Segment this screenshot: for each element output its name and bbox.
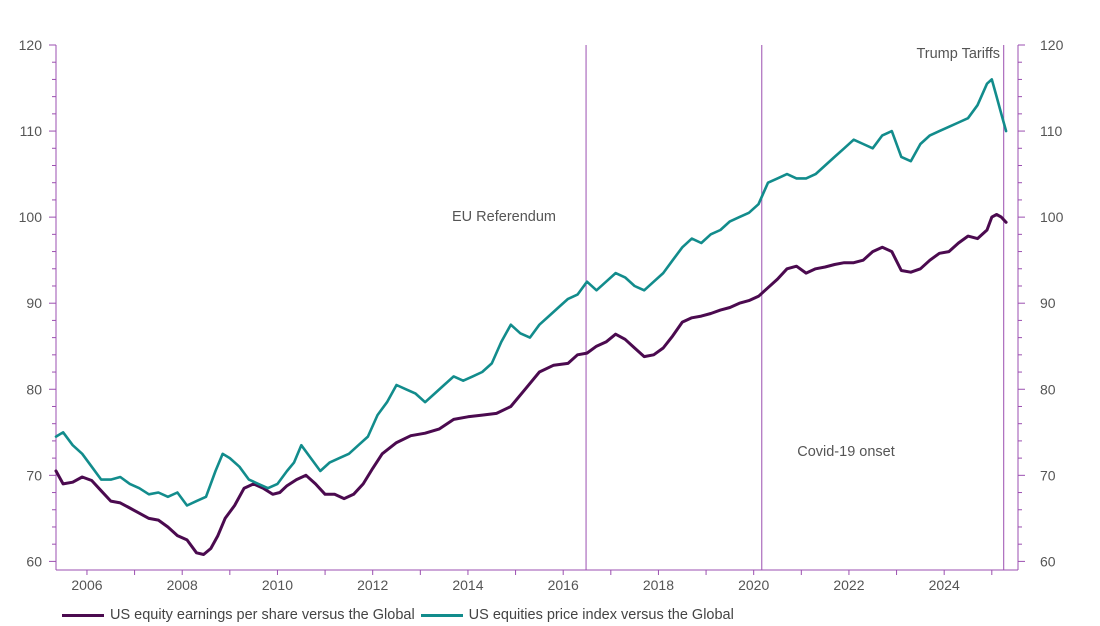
line-chart: EU Referendum Covid-19 onset Trump Tariffs… [19,37,1064,593]
y-tick-label-left: 70 [26,467,42,483]
legend-item-earnings: US equity earnings per share versus the … [62,607,415,623]
legend-label-price: US equities price index versus the Globa… [468,607,734,623]
series-line-price [54,78,1008,507]
y-tick-label-left: 100 [19,209,43,225]
x-tick-label: 2008 [167,577,198,593]
legend: US equity earnings per share versus the … [62,606,740,624]
axes [49,44,1025,575]
x-tick-label: 2012 [357,577,388,593]
x-tick-label: 2010 [262,577,293,593]
y-tick-label-right: 80 [1040,381,1056,397]
legend-swatch-earnings [62,613,104,617]
x-tick-label: 2006 [71,577,102,593]
x-tick-label: 2024 [929,577,960,593]
event-label: EU Referendum [452,209,556,225]
y-tick-label-right: 90 [1040,295,1056,311]
y-tick-label-right: 60 [1040,553,1056,569]
x-tick-label: 2022 [833,577,864,593]
y-tick-label-left: 80 [26,381,42,397]
x-tick-label: 2014 [452,577,483,593]
series-lines [54,78,1008,556]
y-tick-label-right: 110 [1040,123,1063,139]
x-tick-label: 2016 [548,577,579,593]
legend-swatch-price [420,613,463,617]
y-tick-label-left: 110 [20,123,43,139]
x-tick-label: 2018 [643,577,674,593]
y-tick-label-right: 120 [1040,37,1064,53]
event-label: Trump Tariffs [916,46,1000,62]
y-tick-label-left: 120 [19,37,43,53]
event-markers: EU Referendum Covid-19 onset Trump Tariffs [452,45,1005,570]
y-tick-label-right: 70 [1040,467,1056,483]
legend-label-earnings: US equity earnings per share versus the … [110,607,415,623]
y-tick-label-right: 100 [1040,209,1064,225]
y-tick-label-left: 90 [26,295,42,311]
tick-labels: 60 60 70 70 80 80 90 90 100 100 110 110 120 120 2006 20… [19,37,1064,593]
event-label: Covid-19 onset [797,444,895,460]
legend-item-price: US equities price index versus the Globa… [420,607,734,623]
series-line-earnings [54,213,1008,556]
y-tick-label-left: 60 [26,553,42,569]
x-tick-label: 2020 [738,577,769,593]
